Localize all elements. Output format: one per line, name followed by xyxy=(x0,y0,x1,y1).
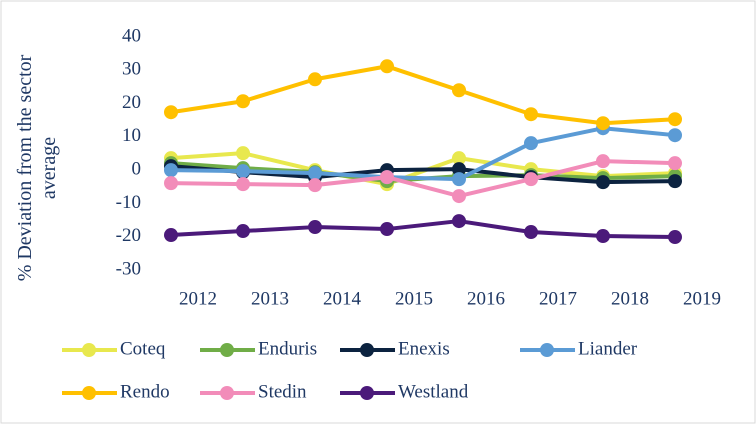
data-point xyxy=(668,230,682,245)
data-point xyxy=(668,128,682,143)
legend-label: Enduris xyxy=(258,338,317,359)
data-point xyxy=(236,94,250,109)
data-point xyxy=(452,151,466,166)
data-point xyxy=(380,222,394,237)
data-point xyxy=(380,59,394,74)
y-tick-label: -20 xyxy=(116,225,141,246)
data-point xyxy=(452,162,466,177)
series-line xyxy=(170,64,676,126)
data-point xyxy=(596,229,610,244)
data-point xyxy=(164,105,178,120)
data-point xyxy=(236,177,250,192)
legend-marker xyxy=(220,386,234,400)
data-point xyxy=(452,214,466,229)
y-tick-label: -30 xyxy=(116,258,141,279)
data-point xyxy=(596,154,610,169)
data-point xyxy=(668,156,682,171)
y-tick-label: 10 xyxy=(122,125,141,146)
data-point xyxy=(308,178,322,193)
data-point xyxy=(668,112,682,127)
data-point xyxy=(164,163,178,178)
x-tick-label: 2017 xyxy=(539,288,577,309)
legend-marker xyxy=(360,386,374,400)
data-point xyxy=(524,172,538,187)
x-tick-label: 2015 xyxy=(395,288,433,309)
series-line xyxy=(170,219,676,240)
data-point xyxy=(380,170,394,185)
legend-label: Rendo xyxy=(120,381,170,402)
x-tick-label: 2019 xyxy=(683,288,721,309)
y-tick-label: 0 xyxy=(132,159,142,180)
legend-marker xyxy=(220,343,234,357)
y-axis-label: % Deviation from the sector average xyxy=(14,54,60,282)
data-point xyxy=(236,164,250,179)
legend-marker xyxy=(360,343,374,357)
legend-label: Coteq xyxy=(120,338,166,359)
data-point xyxy=(524,136,538,151)
data-point xyxy=(596,116,610,131)
legend-marker xyxy=(82,343,96,357)
y-tick-label: 40 xyxy=(122,25,141,46)
legend-label: Stedin xyxy=(258,381,307,402)
x-tick-label: 2013 xyxy=(251,288,289,309)
data-point xyxy=(308,220,322,235)
x-tick-label: 2018 xyxy=(611,288,649,309)
data-point xyxy=(236,146,250,161)
data-point xyxy=(452,83,466,98)
y-tick-label: 30 xyxy=(122,59,141,80)
y-tick-label: 20 xyxy=(122,92,141,113)
data-point xyxy=(524,225,538,240)
legend-label: Liander xyxy=(578,338,638,359)
data-point xyxy=(524,107,538,122)
data-point xyxy=(596,175,610,190)
data-point xyxy=(164,176,178,191)
data-point xyxy=(308,166,322,181)
series-line xyxy=(170,159,676,199)
data-point xyxy=(452,172,466,187)
x-tick-label: 2014 xyxy=(323,288,362,309)
legend-label: Enexis xyxy=(398,338,450,359)
legend-label: Westland xyxy=(398,381,469,402)
data-point xyxy=(452,189,466,204)
y-tick-label: -10 xyxy=(116,192,141,213)
data-point xyxy=(308,72,322,87)
data-point xyxy=(164,228,178,243)
data-point xyxy=(668,174,682,189)
data-point xyxy=(236,224,250,239)
series-line xyxy=(170,126,676,182)
legend-marker xyxy=(540,343,554,357)
x-tick-label: 2012 xyxy=(179,288,217,309)
legend-marker xyxy=(82,386,96,400)
x-tick-label: 2016 xyxy=(467,288,505,309)
